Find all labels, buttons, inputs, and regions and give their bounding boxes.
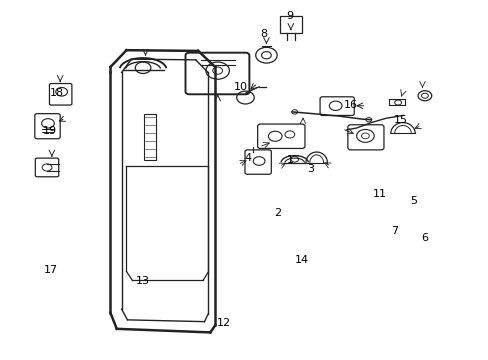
- Text: 15: 15: [393, 115, 407, 125]
- Text: 7: 7: [390, 226, 397, 236]
- Text: 12: 12: [217, 318, 231, 328]
- Text: 6: 6: [421, 233, 427, 243]
- Text: 9: 9: [285, 11, 292, 21]
- Text: 17: 17: [43, 265, 58, 275]
- Text: 2: 2: [274, 208, 281, 219]
- Text: 3: 3: [306, 163, 313, 174]
- Text: 19: 19: [42, 126, 57, 135]
- Text: 14: 14: [294, 255, 308, 265]
- Bar: [143, 114, 156, 160]
- Text: 16: 16: [343, 100, 357, 111]
- Text: 13: 13: [136, 276, 150, 286]
- Text: 11: 11: [372, 189, 386, 199]
- Text: 18: 18: [50, 88, 64, 98]
- Bar: [280, 16, 301, 33]
- Text: 8: 8: [260, 29, 267, 39]
- Text: 4: 4: [244, 153, 251, 163]
- Text: 5: 5: [409, 196, 416, 206]
- Text: 1: 1: [287, 155, 294, 165]
- Text: 10: 10: [233, 82, 247, 93]
